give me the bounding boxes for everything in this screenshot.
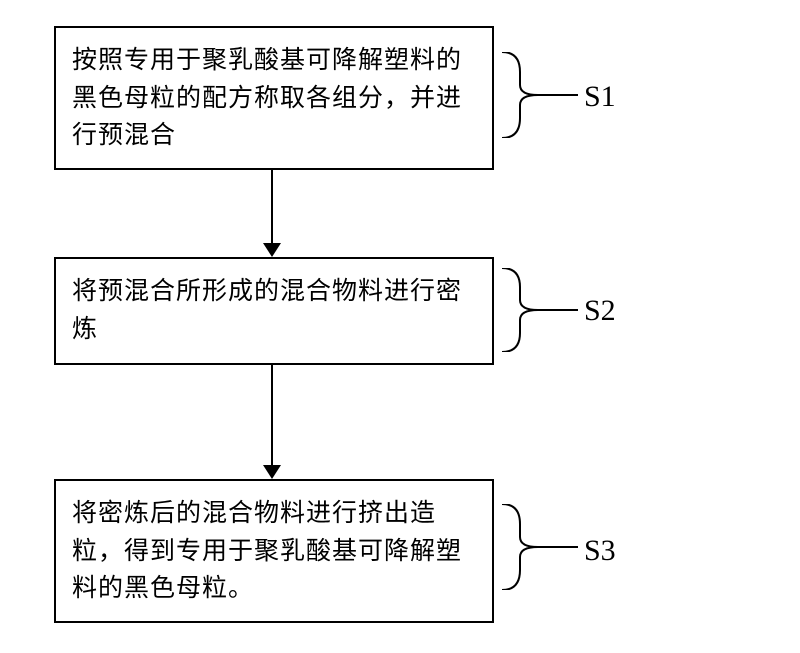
flow-step-s2: 将预混合所形成的混合物料进行密炼 [54, 257, 494, 365]
arrow-s1-s2-line [271, 170, 273, 243]
flow-step-s3-text: 将密炼后的混合物料进行挤出造粒，得到专用于聚乳酸基可降解塑料的黑色母粒。 [72, 495, 476, 608]
step-label-s2: S2 [584, 294, 616, 328]
brace-s1-line [538, 94, 578, 96]
flow-step-s1-text: 按照专用于聚乳酸基可降解塑料的黑色母粒的配方称取各组分，并进行预混合 [72, 42, 476, 155]
arrow-s2-s3-head [263, 465, 281, 479]
step-label-s3: S3 [584, 534, 616, 568]
step-label-s1: S1 [584, 80, 616, 114]
arrow-s2-s3-line [271, 365, 273, 465]
flow-step-s1: 按照专用于聚乳酸基可降解塑料的黑色母粒的配方称取各组分，并进行预混合 [54, 26, 494, 170]
flow-step-s3: 将密炼后的混合物料进行挤出造粒，得到专用于聚乳酸基可降解塑料的黑色母粒。 [54, 479, 494, 623]
brace-s3-line [538, 546, 578, 548]
brace-s2-line [538, 309, 578, 311]
arrow-s1-s2-head [263, 243, 281, 257]
flow-step-s2-text: 将预混合所形成的混合物料进行密炼 [72, 273, 476, 348]
